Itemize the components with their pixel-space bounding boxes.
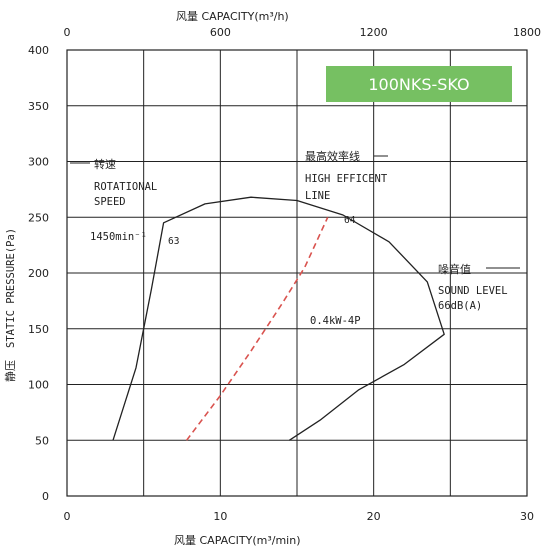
label-63: 63 (168, 236, 179, 247)
sound-value: 66dB(A) (438, 300, 482, 312)
y-tick-label: 50 (35, 434, 49, 447)
svg-text:100NKS-SKO: 100NKS-SKO (368, 75, 469, 94)
rotational-en1: ROTATIONAL (94, 181, 157, 193)
y-tick-label: 400 (28, 44, 49, 57)
x-tick-label: 30 (520, 510, 534, 523)
y-ticks: 0 50 100 150 200 250 300 350 400 (28, 44, 49, 503)
plot-frame (66, 49, 528, 497)
efficiency-cn: 最高效率线 (305, 149, 360, 163)
top-tick-label: 600 (210, 26, 231, 39)
svg-text:风量 CAPACITY(m³/h): 风量 CAPACITY(m³/h) (176, 10, 289, 23)
top-tick-label: 1800 (513, 26, 541, 39)
label-64: 64 (344, 215, 356, 226)
efficiency-en1: HIGH EFFICENT (305, 173, 388, 185)
y-tick-label: 0 (42, 490, 49, 503)
x-tick-label: 10 (213, 510, 227, 523)
y-tick-label: 250 (28, 211, 49, 224)
top-tick-label: 1200 (360, 26, 388, 39)
performance-curve (112, 196, 445, 441)
sound-en: SOUND LEVEL (438, 285, 508, 297)
rotational-en2: SPEED (94, 196, 126, 208)
y-tick-label: 300 (28, 156, 49, 169)
grid-lines (67, 50, 527, 496)
y-axis-title-en: STATIC PRESSURE(Pa) (5, 228, 17, 348)
y-tick-label: 350 (28, 100, 49, 113)
top-axis-title: 风量 CAPACITY(m³/h) (176, 10, 289, 23)
series (112, 196, 445, 441)
efficiency-en2: LINE (305, 190, 330, 202)
x-axis-title: 风量 CAPACITY(m³/min) (174, 534, 300, 547)
y-tick-label: 100 (28, 379, 49, 392)
y-tick-label: 200 (28, 267, 49, 280)
rotational-cn: 转速 (94, 157, 116, 171)
power-label: 0.4kW-4P (310, 315, 361, 327)
x-ticks: 0 10 20 30 (64, 510, 535, 523)
top-tick-label: 0 (64, 26, 71, 39)
speed-label: 1450min⁻¹ (90, 231, 147, 243)
sound-cn: 噪音值 (438, 262, 471, 276)
x-tick-label: 0 (64, 510, 71, 523)
annotations: 转速 ROTATIONAL SPEED 1450min⁻¹ 63 最高效率线 H… (70, 149, 520, 327)
top-ticks: 0 600 1200 1800 (64, 26, 542, 39)
y-tick-label: 150 (28, 323, 49, 336)
model-badge: 100NKS-SKO (326, 66, 512, 102)
x-tick-label: 20 (367, 510, 381, 523)
y-axis-title-cn: 静压 (3, 360, 17, 382)
